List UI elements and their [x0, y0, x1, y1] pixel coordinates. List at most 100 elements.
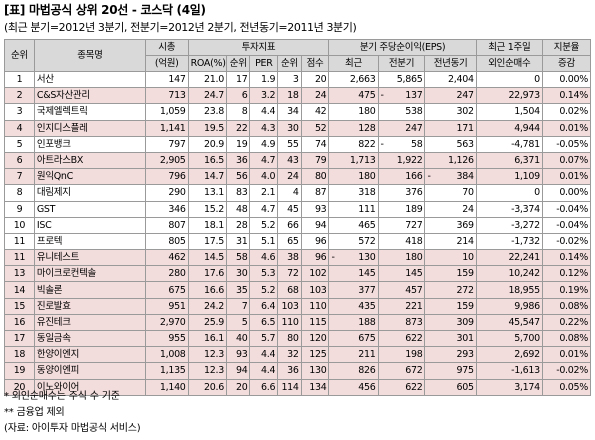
cell-value: 인지디스플레: [36, 122, 88, 134]
cell-value: 15: [13, 300, 26, 312]
cell-foreign: 2,692: [475, 346, 543, 364]
cell-per: 4.3: [249, 119, 279, 137]
cell-value: 309: [456, 316, 474, 328]
cell-value: 10: [13, 219, 26, 231]
cell-value: 796: [168, 171, 186, 183]
cell-value: C&S자산관리: [36, 90, 90, 102]
cell-value: 0.08%: [559, 300, 588, 312]
table-row: 20 이노와이어 1,140 20.6 20 6.6 114 134 456 622 605 3,17…: [4, 378, 592, 396]
cell-value: 18: [13, 349, 26, 361]
table-row: 2 C&S자산관리 713 24.7 6 3.2 18 24 475- 137 247 22,973 0…: [4, 87, 592, 105]
cell-value: 25.9: [204, 316, 224, 328]
cell-per-rank: 68: [277, 281, 302, 299]
cell-name: ISC: [33, 216, 146, 234]
cell-share: 0.22%: [541, 313, 592, 332]
cell-per-rank: 3: [277, 70, 302, 89]
cell-value: 465: [358, 219, 376, 231]
cell-value: 0.00%: [559, 187, 588, 199]
cell-share: 0.01%: [541, 168, 592, 186]
cell-value: 24: [314, 90, 327, 102]
cell-roa: 12.3: [187, 362, 227, 380]
cell-foreign: 0: [475, 70, 543, 89]
cell-roa-rank: 7: [225, 297, 251, 315]
cell-value: 805: [168, 235, 186, 247]
cell-per: 4.9: [249, 135, 279, 153]
table-row: 6 아트라스BX 2,905 16.5 36 4.7 43 79 1,713 1,922 1,126…: [4, 151, 592, 170]
cell-per: 5.2: [249, 216, 279, 234]
cell-value: 346: [168, 203, 186, 215]
cell-value: 6,371: [514, 155, 540, 167]
cell-value: 16.5: [204, 155, 224, 167]
cell-per-rank: 110: [277, 313, 302, 332]
cell-share: 0.12%: [541, 265, 592, 283]
cell-value: 1,059: [159, 106, 186, 118]
cell-value: 68: [287, 284, 299, 296]
cell-per-rank: 34: [277, 103, 302, 121]
cell-value: 1,141: [159, 122, 186, 134]
cell-value: 동양이엔피: [36, 365, 80, 377]
cell-value: 0.22%: [559, 316, 588, 328]
cell-value: 74: [314, 138, 327, 150]
cell-value: 36: [287, 365, 299, 377]
cell-value: -0.04%: [556, 203, 588, 215]
cell-share: 0.07%: [541, 151, 592, 170]
cell-value: 4.0: [260, 171, 276, 183]
cell-score: 120: [300, 329, 330, 348]
cell-value: 171: [456, 122, 474, 134]
cell-value: 56: [235, 171, 248, 183]
cell-value: 130: [358, 252, 376, 264]
header-invest-group: 투자지표: [187, 39, 330, 56]
ranking-table: 순위 종목명 시총 투자지표 분기 주당순이익(EPS) 최근 1주일 지분율 …: [4, 39, 592, 396]
cell-value: 5: [16, 138, 23, 150]
cell-per: 1.9: [249, 70, 279, 89]
cell-value: 20: [235, 381, 248, 393]
cell-value: GST: [36, 203, 56, 215]
cell-value: 35: [235, 284, 248, 296]
cell-score: 79: [300, 151, 330, 170]
cell-eps-yoy: 214: [424, 232, 477, 251]
cell-per-rank: 32: [277, 346, 302, 364]
minus-sign: -: [331, 252, 335, 264]
cell-value: 3.2: [260, 90, 276, 102]
cell-roa-rank: 28: [225, 216, 251, 234]
cell-score: 110: [300, 297, 330, 315]
cell-value: 40: [235, 333, 248, 345]
cell-value: 0: [534, 187, 540, 199]
cell-value: 5,865: [396, 74, 423, 86]
cell-value: 9: [16, 203, 23, 215]
cell-value: 14.7: [204, 171, 224, 183]
cell-eps-recent: 826: [328, 362, 379, 380]
cell-foreign: -4,781: [475, 135, 543, 153]
cell-value: 672: [405, 365, 423, 377]
cell-value: 23.8: [204, 106, 224, 118]
cell-rank: 20: [4, 378, 35, 396]
header-eps-prev: 전분기: [377, 55, 426, 72]
cell-name: 동양이엔피: [33, 362, 146, 380]
cell-value: 145: [405, 268, 423, 280]
cell-roa: 17.6: [187, 265, 227, 283]
cell-share: 0.14%: [541, 87, 592, 105]
cell-score: 87: [300, 184, 330, 202]
cell-rank: 4: [4, 119, 35, 137]
cell-roa: 19.5: [187, 119, 227, 137]
cell-value: 5.2: [260, 284, 276, 296]
cell-value: 20: [13, 381, 26, 393]
cell-score: 125: [300, 346, 330, 364]
cell-mktcap: 280: [144, 265, 189, 283]
cell-mktcap: 1,140: [144, 378, 189, 396]
cell-roa: 16.5: [187, 151, 227, 170]
cell-rank: 13: [4, 265, 35, 283]
cell-per: 3.2: [249, 87, 279, 105]
cell-value: 3: [16, 106, 23, 118]
header-score: 점수: [300, 55, 330, 72]
cell-value: ISC: [36, 219, 52, 231]
cell-value: 70: [462, 187, 474, 199]
header-per-rank: 순위: [277, 55, 302, 72]
cell-value: 822: [358, 138, 376, 150]
cell-eps-recent: 128: [328, 119, 379, 137]
cell-eps-yoy: 369: [424, 216, 477, 234]
cell-value: 622: [405, 333, 423, 345]
cell-per-rank: 65: [277, 232, 302, 251]
cell-value: 6.5: [260, 316, 276, 328]
cell-per: 5.1: [249, 232, 279, 251]
